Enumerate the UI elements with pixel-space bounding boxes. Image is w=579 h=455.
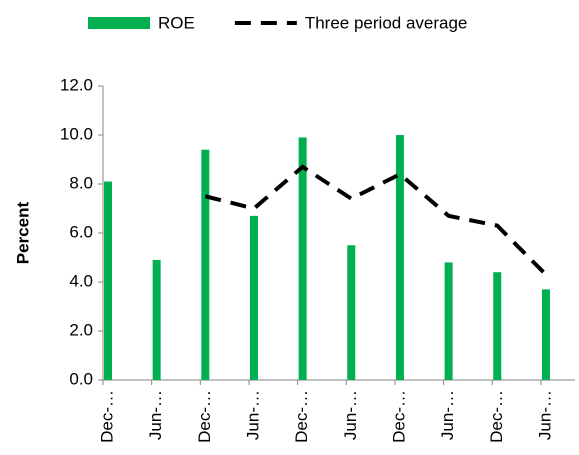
bar <box>395 135 404 380</box>
legend-swatch <box>88 17 150 29</box>
bar <box>201 149 210 380</box>
bar <box>104 181 112 380</box>
bar <box>298 137 307 380</box>
y-tick-label: 2.0 <box>69 320 93 339</box>
bar <box>249 215 258 380</box>
bar <box>444 262 453 380</box>
x-tick-label: Dec-… <box>195 390 214 443</box>
y-axis-label: Percent <box>13 201 32 264</box>
y-tick-label: 0.0 <box>69 369 93 388</box>
y-tick-label: 4.0 <box>69 271 93 290</box>
bar <box>493 272 502 380</box>
y-tick-label: 10.0 <box>60 124 93 143</box>
x-tick-label: Jun-… <box>438 390 457 440</box>
bar <box>152 259 161 380</box>
x-tick-label: Dec-… <box>292 390 311 443</box>
average-line <box>204 164 548 277</box>
y-tick-label: 8.0 <box>69 173 93 192</box>
y-tick-label: 6.0 <box>69 222 93 241</box>
legend-label: Three period average <box>305 13 468 32</box>
x-tick-label: Dec-… <box>97 390 116 443</box>
bar <box>541 289 550 380</box>
x-tick-label: Jun-… <box>146 390 165 440</box>
x-tick-label: Jun-… <box>341 390 360 440</box>
x-tick-label: Dec-… <box>389 390 408 443</box>
x-tick-label: Jun-… <box>243 390 262 440</box>
x-tick-label: Jun-… <box>535 390 554 440</box>
bar <box>347 245 356 380</box>
legend-label: ROE <box>158 13 195 32</box>
y-tick-label: 12.0 <box>60 75 93 94</box>
x-tick-label: Dec-… <box>487 390 506 443</box>
